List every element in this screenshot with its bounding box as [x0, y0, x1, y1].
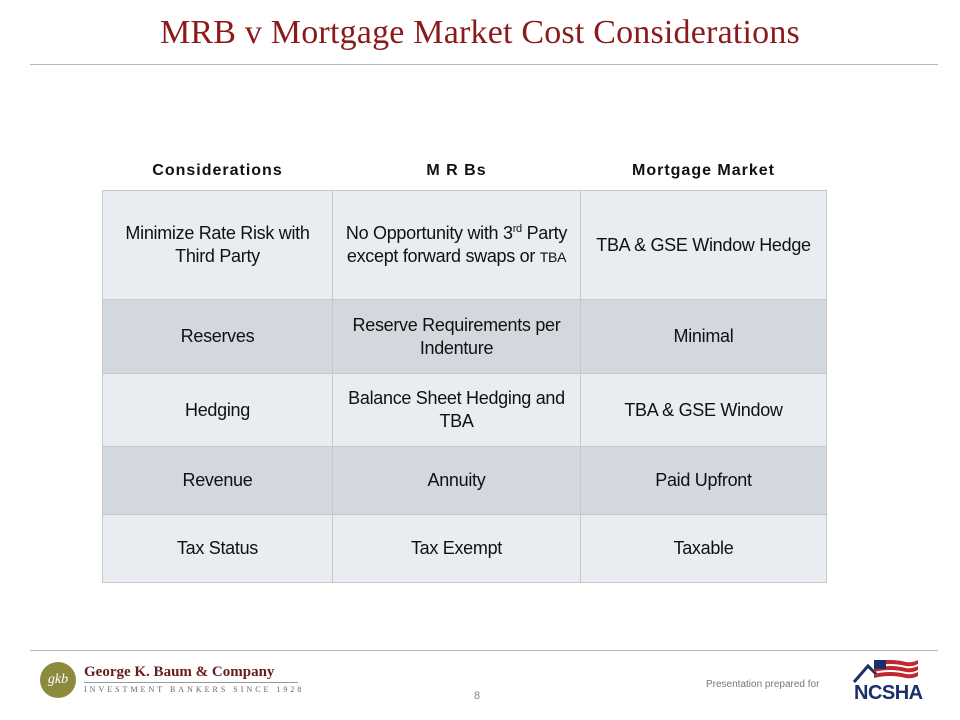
cell-mrbs-text: No Opportunity with 3 [345, 222, 513, 243]
cell-mrbs: No Opportunity with 3rd Party except for… [332, 190, 581, 300]
company-name-underline [84, 682, 298, 683]
cell-mrbs-superscript: rd [512, 222, 522, 235]
gkb-monogram-icon: gkb [40, 662, 76, 698]
cell-mrbs: Tax Exempt [332, 514, 581, 583]
prepared-for-label: Presentation prepared for [706, 679, 820, 690]
table-row: Reserves Reserve Requirements per Indent… [102, 299, 827, 374]
table-row: Tax Status Tax Exempt Taxable [102, 514, 827, 583]
cell-mrbs: Annuity [332, 446, 581, 515]
page-number: 8 [474, 690, 481, 702]
company-tagline: INVESTMENT BANKERS SINCE 1928 [84, 685, 305, 694]
cell-mrbs: Reserve Requirements per Indenture [332, 299, 581, 374]
title-divider [30, 64, 938, 65]
table-row: Minimize Rate Risk with Third Party No O… [102, 190, 827, 300]
header-mrbs: M R Bs [426, 162, 487, 179]
cell-mortgage: Minimal [580, 299, 827, 374]
table-header-row: Considerations M R Bs Mortgage Market [103, 156, 827, 191]
cell-mortgage: TBA & GSE Window [580, 373, 827, 447]
header-considerations: Considerations [152, 162, 283, 179]
cell-consideration: Minimize Rate Risk with Third Party [102, 190, 333, 300]
table-row: Revenue Annuity Paid Upfront [102, 446, 827, 515]
cell-consideration: Tax Status [102, 514, 333, 583]
slide-title: MRB v Mortgage Market Cost Consideration… [160, 14, 800, 51]
cell-mrbs-small-text: TBA [539, 248, 567, 265]
cell-mrbs-text-cont: Party except forward swaps or [346, 222, 568, 266]
header-mortgage-market: Mortgage Market [631, 162, 776, 179]
flag-house-icon [852, 660, 918, 683]
ncsha-logo: NCSHA [852, 656, 932, 706]
cell-mrbs: Balance Sheet Hedging and TBA [332, 373, 581, 447]
footer-divider [30, 650, 938, 651]
comparison-table: Considerations M R Bs Mortgage Market Mi… [102, 156, 827, 583]
ncsha-wordmark: NCSHA [854, 682, 923, 704]
cell-consideration: Hedging [102, 373, 333, 447]
gkb-logo: gkb George K. Baum & Company INVESTMENT … [40, 662, 301, 702]
cell-mortgage: TBA & GSE Window Hedge [580, 190, 827, 300]
cell-mortgage: Taxable [580, 514, 827, 583]
cell-consideration: Revenue [102, 446, 333, 515]
comparison-table-container: Considerations M R Bs Mortgage Market Mi… [102, 156, 827, 583]
table-row: Hedging Balance Sheet Hedging and TBA TB… [102, 373, 827, 447]
cell-mortgage: Paid Upfront [580, 446, 827, 515]
company-name: George K. Baum & Company [84, 664, 275, 680]
cell-consideration: Reserves [102, 299, 333, 374]
